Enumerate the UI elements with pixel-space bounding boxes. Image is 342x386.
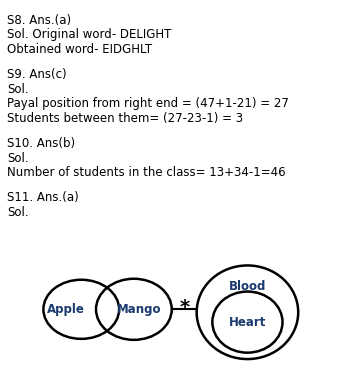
Text: S9. Ans(c): S9. Ans(c)	[8, 68, 67, 81]
Text: Number of students in the class= 13+34-1=46: Number of students in the class= 13+34-1…	[8, 166, 286, 179]
Text: Payal position from right end = (47+1-21) = 27: Payal position from right end = (47+1-21…	[8, 97, 289, 110]
Text: Apple: Apple	[47, 303, 84, 316]
Text: Sol.: Sol.	[8, 83, 29, 96]
Text: Heart: Heart	[229, 316, 266, 328]
Text: Blood: Blood	[229, 280, 266, 293]
Text: Obtained word- EIDGHLT: Obtained word- EIDGHLT	[8, 43, 153, 56]
Text: Students between them= (27-23-1) = 3: Students between them= (27-23-1) = 3	[8, 112, 244, 125]
Text: *: *	[180, 298, 190, 317]
Text: S8. Ans.(a): S8. Ans.(a)	[8, 14, 71, 27]
Text: S10. Ans(b): S10. Ans(b)	[8, 137, 76, 150]
Text: Sol.: Sol.	[8, 206, 29, 219]
Text: Sol.: Sol.	[8, 152, 29, 164]
Text: Mango: Mango	[117, 303, 162, 316]
Text: S11. Ans.(a): S11. Ans.(a)	[8, 191, 79, 204]
Text: Sol. Original word- DELIGHT: Sol. Original word- DELIGHT	[8, 29, 172, 41]
